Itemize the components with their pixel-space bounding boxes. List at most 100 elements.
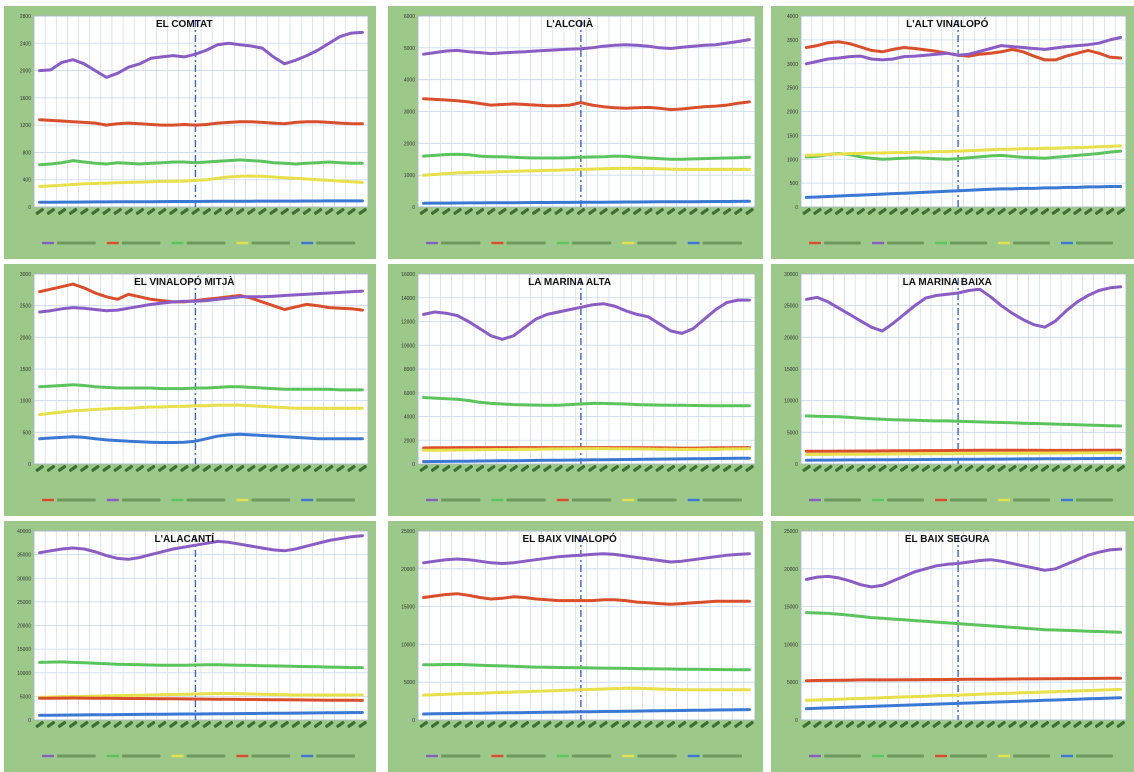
- x-tick-mark: [677, 720, 687, 728]
- x-tick-mark: [269, 720, 278, 728]
- x-tick-mark: [802, 720, 811, 728]
- x-tick-mark: [834, 464, 844, 472]
- series-line: [804, 696, 1123, 711]
- y-tick-label: 15000: [784, 367, 798, 373]
- x-tick-mark: [347, 464, 356, 472]
- chart-panel-el-comtat: 0 400 800 1200 1600 2000 2400 2800 EL COMTAT: [4, 6, 376, 259]
- x-tick-mark: [813, 207, 822, 215]
- x-tick-mark: [124, 720, 134, 728]
- x-tick-mark: [711, 720, 721, 728]
- x-tick-mark: [943, 207, 952, 215]
- y-tick-label: 800: [23, 150, 32, 156]
- chart-title: LA MARINA BAIXA: [903, 277, 992, 288]
- x-tick-mark: [113, 720, 122, 728]
- x-tick-mark: [325, 720, 334, 728]
- x-tick-mark: [722, 464, 732, 472]
- x-tick-mark: [633, 207, 642, 215]
- series-line: [38, 432, 364, 444]
- x-tick-mark: [247, 720, 256, 728]
- x-tick-mark: [1105, 720, 1115, 728]
- x-tick-mark: [845, 464, 855, 472]
- y-tick-label: 5000: [404, 46, 415, 52]
- series-line: [422, 396, 751, 408]
- legend-entry: [121, 754, 161, 758]
- x-tick-mark: [486, 720, 496, 728]
- y-tick-label: 3000: [404, 110, 415, 116]
- x-tick-mark: [1073, 720, 1082, 728]
- x-tick-mark: [588, 207, 597, 215]
- y-tick-label: 5000: [787, 430, 798, 436]
- series-line: [38, 158, 364, 167]
- x-tick-mark: [554, 720, 563, 728]
- x-tick-mark: [486, 464, 496, 472]
- legend-entry: [702, 754, 742, 758]
- x-tick-mark: [291, 207, 301, 215]
- y-tick-label: 10000: [401, 642, 415, 648]
- y-tick-label: 2000: [404, 438, 415, 444]
- x-tick-mark: [824, 720, 833, 728]
- chart-title: EL BAIX SEGURA: [905, 534, 990, 545]
- series-line: [422, 708, 751, 716]
- x-tick-mark: [722, 720, 732, 728]
- y-tick-label: 8000: [404, 367, 415, 373]
- y-tick-label: 12000: [401, 320, 415, 326]
- legend-entry: [1013, 498, 1050, 502]
- x-tick-mark: [419, 207, 429, 215]
- y-tick-label: 15000: [17, 647, 31, 653]
- x-tick-mark: [325, 207, 334, 215]
- chart-panel-el-baix-vinalopo: 0 5000 10000 15000 20000 25000 EL BAIX VINALOP…: [388, 521, 763, 772]
- x-tick-mark: [302, 464, 312, 472]
- x-tick-mark: [867, 464, 876, 472]
- legend-entry: [637, 241, 677, 245]
- x-tick-mark: [347, 720, 356, 728]
- chart-panel-el-vinalopo-mitja: 0 500 1000 1500 2000 2500 3000 EL VINALOPÓ MITJ…: [4, 264, 376, 516]
- x-tick-mark: [269, 464, 278, 472]
- x-tick-mark: [856, 720, 865, 728]
- chart-title: EL BAIX VINALOPÓ: [523, 532, 617, 545]
- x-tick-mark: [834, 720, 844, 728]
- x-tick-mark: [599, 207, 608, 215]
- x-tick-mark: [986, 207, 995, 215]
- legend-entry: [887, 754, 924, 758]
- x-tick-mark: [1105, 464, 1115, 472]
- x-tick-mark: [180, 464, 189, 472]
- x-tick-mark: [964, 207, 974, 215]
- x-tick-mark: [899, 464, 909, 472]
- chart-title: EL COMTAT: [156, 19, 213, 30]
- x-tick-mark: [845, 207, 855, 215]
- x-tick-mark: [745, 207, 754, 215]
- x-tick-mark: [899, 720, 909, 728]
- x-tick-mark: [498, 720, 507, 728]
- x-tick-mark: [878, 464, 887, 472]
- x-tick-mark: [68, 207, 78, 215]
- x-tick-mark: [975, 207, 985, 215]
- x-tick-mark: [932, 207, 941, 215]
- x-tick-mark: [655, 464, 664, 472]
- x-tick-mark: [1019, 207, 1028, 215]
- x-tick-mark: [464, 720, 473, 728]
- legend-entry: [824, 498, 861, 502]
- x-tick-mark: [520, 464, 530, 472]
- x-tick-mark: [1084, 207, 1093, 215]
- x-tick-mark: [666, 464, 676, 472]
- x-tick-mark: [1062, 720, 1071, 728]
- x-tick-mark: [475, 720, 485, 728]
- x-tick-mark: [813, 464, 822, 472]
- x-tick-mark: [68, 720, 78, 728]
- plot-border: [33, 273, 369, 465]
- gridlines: [800, 273, 1127, 465]
- x-tick-mark: [1062, 464, 1071, 472]
- x-tick-mark: [689, 464, 698, 472]
- legend-entry: [637, 754, 677, 758]
- y-tick-label: 15000: [401, 605, 415, 611]
- x-tick-mark: [464, 207, 473, 215]
- legend-entry: [57, 754, 96, 758]
- legend-entry: [316, 754, 355, 758]
- y-tick-label: 2000: [787, 110, 798, 116]
- x-tick-mark: [554, 464, 563, 472]
- x-tick-mark: [1008, 720, 1017, 728]
- x-tick-mark: [633, 720, 642, 728]
- x-tick-mark: [531, 207, 541, 215]
- x-tick-mark: [224, 207, 234, 215]
